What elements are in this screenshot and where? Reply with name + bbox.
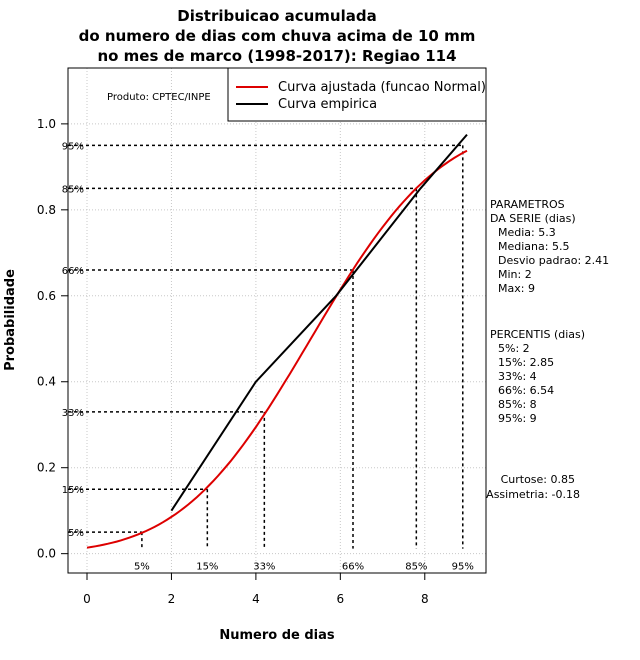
percentile-x-label-3: 66% xyxy=(342,562,364,573)
legend-box xyxy=(227,67,487,122)
param-median: Mediana: 5.5 xyxy=(498,240,569,253)
plot-frame xyxy=(67,67,487,574)
empirical-curve xyxy=(170,133,468,512)
stat-skewness: Assimetria: -0.18 xyxy=(486,488,580,501)
params-title-line-2: DA SERIE (dias) xyxy=(490,212,576,225)
percentil-33: 33%: 4 xyxy=(498,370,537,383)
percentil-15: 15%: 2.85 xyxy=(498,356,554,369)
x-tick-label-1: 2 xyxy=(168,592,176,606)
chart-title-line-2: do numero de dias com chuva acima de 10 … xyxy=(79,27,476,45)
x-tick-label-0: 0 xyxy=(83,592,91,606)
percentile-y-label-3: 66% xyxy=(62,266,84,277)
series-layer xyxy=(86,133,468,549)
legend-label-fitted: Curva ajustada (funcao Normal) xyxy=(278,80,486,95)
product-label: Produto: CPTEC/INPE xyxy=(107,92,211,103)
percentile-y-label-5: 95% xyxy=(62,141,84,152)
percentil-85: 85%: 8 xyxy=(498,398,537,411)
percentis-title: PERCENTIS (dias) xyxy=(490,328,585,341)
percentile-x-label-1: 15% xyxy=(196,562,218,573)
chart-title-line-1: Distribuicao acumulada xyxy=(177,7,376,25)
side-panel: PARAMETROS DA SERIE (dias) Media: 5.3 Me… xyxy=(486,198,609,501)
grid-layer xyxy=(68,68,486,573)
chart-title-line-3: no mes de marco (1998-2017): Regiao 114 xyxy=(97,47,456,65)
axis-layer: 0 2 4 6 8 0.0 0.2 0.4 0.6 0.8 1.0 xyxy=(37,117,429,606)
percentile-y-label-4: 85% xyxy=(62,184,84,195)
param-max: Max: 9 xyxy=(498,282,535,295)
x-tick-label-2: 4 xyxy=(252,592,260,606)
percentile-x-label-2: 33% xyxy=(253,562,275,573)
percentile-y-label-1: 15% xyxy=(62,485,84,496)
param-min: Min: 2 xyxy=(498,268,532,281)
y-axis-title: Probabilidade xyxy=(3,269,18,371)
legend-label-empirical: Curva empirica xyxy=(278,97,377,112)
params-title-line-1: PARAMETROS xyxy=(490,198,565,211)
y-tick-label-5: 1.0 xyxy=(37,117,56,131)
stat-kurtosis: Curtose: 0.85 xyxy=(501,473,575,486)
percentile-x-label-5: 95% xyxy=(452,562,474,573)
param-stddev: Desvio padrao: 2.41 xyxy=(498,254,609,267)
percentil-5: 5%: 2 xyxy=(498,342,530,355)
y-tick-label-3: 0.6 xyxy=(37,289,56,303)
y-tick-label-0: 0.0 xyxy=(37,547,56,561)
x-tick-label-3: 6 xyxy=(337,592,345,606)
percentile-x-label-0: 5% xyxy=(134,562,150,573)
y-tick-label-4: 0.8 xyxy=(37,203,56,217)
x-tick-label-4: 8 xyxy=(421,592,429,606)
param-mean: Media: 5.3 xyxy=(498,226,556,239)
percentile-x-label-4: 85% xyxy=(405,562,427,573)
percentil-95: 95%: 9 xyxy=(498,412,537,425)
y-tick-label-1: 0.2 xyxy=(37,461,56,475)
legend: Curva ajustada (funcao Normal) Curva emp… xyxy=(227,67,487,122)
percentile-y-label-0: 5% xyxy=(68,528,84,539)
percentile-guides: 5% 5% 15% 15% 33% 33% 66% 66% 85% 85% 95% 95% xyxy=(62,141,474,572)
x-axis-title: Numero de dias xyxy=(219,628,335,643)
fitted-normal-curve xyxy=(86,149,468,549)
percentil-66: 66%: 6.54 xyxy=(498,384,554,397)
percentile-y-label-2: 33% xyxy=(62,408,84,419)
y-tick-label-2: 0.4 xyxy=(37,375,56,389)
